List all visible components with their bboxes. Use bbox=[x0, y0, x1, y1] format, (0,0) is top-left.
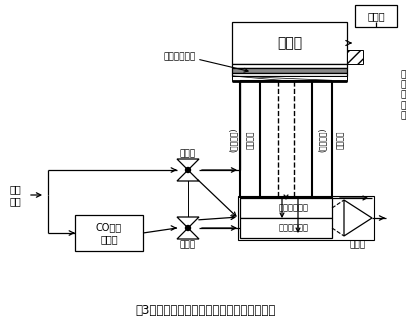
Text: CO除去
触　媒: CO除去 触 媒 bbox=[96, 222, 122, 244]
Bar bbox=[238, 196, 374, 240]
Bar bbox=[232, 64, 347, 68]
Text: (比較セル): (比較セル) bbox=[229, 127, 237, 152]
Text: 測定用検出器: 測定用検出器 bbox=[279, 204, 309, 213]
Bar bbox=[347, 50, 363, 64]
Text: 切換弁: 切換弁 bbox=[180, 150, 196, 159]
Text: 光　源: 光 源 bbox=[277, 36, 302, 50]
Text: (比較セル): (比較セル) bbox=[318, 127, 326, 152]
Bar bbox=[240, 218, 332, 238]
Text: 回
転
セ
ク
タ: 回 転 セ ク タ bbox=[400, 70, 406, 121]
Bar bbox=[232, 73, 347, 76]
Text: モータ: モータ bbox=[367, 11, 385, 21]
Text: 試料セル: 試料セル bbox=[246, 130, 255, 149]
Bar bbox=[75, 215, 143, 251]
Bar bbox=[232, 76, 347, 81]
Text: 切換弁: 切換弁 bbox=[180, 240, 196, 249]
Bar bbox=[232, 22, 347, 64]
Text: 試料セル: 試料セル bbox=[335, 130, 344, 149]
Polygon shape bbox=[177, 228, 199, 239]
Text: 図3　高感度一酸化炭素計測器の系統図の例: 図3 高感度一酸化炭素計測器の系統図の例 bbox=[136, 305, 276, 317]
Text: ガスフィルタ: ガスフィルタ bbox=[164, 53, 196, 62]
Bar bbox=[232, 68, 347, 73]
Text: 補償用検出器: 補償用検出器 bbox=[279, 223, 309, 232]
Circle shape bbox=[185, 225, 190, 230]
Text: 増幅器: 増幅器 bbox=[350, 240, 366, 249]
Bar bbox=[240, 198, 332, 218]
Polygon shape bbox=[177, 159, 199, 170]
Polygon shape bbox=[177, 170, 199, 181]
Polygon shape bbox=[344, 200, 372, 236]
Circle shape bbox=[185, 168, 190, 172]
Text: 試料
ガス: 試料 ガス bbox=[9, 184, 21, 206]
Bar bbox=[355, 5, 397, 27]
Polygon shape bbox=[177, 217, 199, 228]
